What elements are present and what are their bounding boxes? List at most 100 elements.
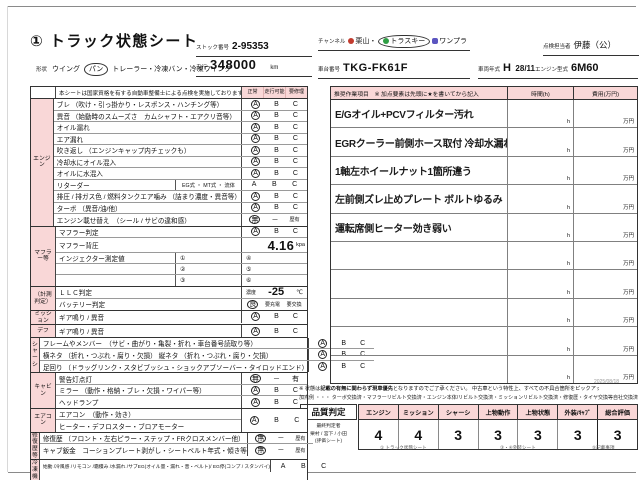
rating-cell: A B C xyxy=(270,460,336,472)
inspection-item-text: ミラー （動作・格納・ブレ・欠損・ワイパー等） xyxy=(59,388,206,396)
work-time-cell: h xyxy=(507,100,573,128)
inspection-note-text: 本シートは国家資格を有する自動車整備士による点検を実施しております xyxy=(59,90,241,97)
inspection-row: インジェクター測定値 ① ④ xyxy=(56,253,307,264)
channel-field: チャンネル 栗山・ トラスキー ワンプラ xyxy=(318,35,470,51)
work-row: 1軸左ホイールナット1箇所違う h 万円 xyxy=(331,156,637,186)
rating-option: C xyxy=(292,192,298,200)
inspection-section-body: ブレ （吹け・引っ掛かり・レスポンス・ハンチング等） A B C 異音 （始動時のスムー… xyxy=(53,99,307,226)
work-time-unit: h xyxy=(566,233,570,240)
work-item-text: 運転席側ヒーター効き弱い xyxy=(335,223,452,235)
quality-column-header: シャーシ xyxy=(437,405,478,419)
inspection-note: 本シートは国家資格を有する自動車整備士による点検を実施しております ※レ点でOK xyxy=(56,87,241,98)
rating-option: A xyxy=(318,350,328,360)
inspection-section-body: 始動 /冷風感 /リモコン /霜積み /水漏れ /サブEG(オイル量・漏れ・音・… xyxy=(40,460,336,480)
quality-judge-line: 栗村 / 宮下 / 小田 xyxy=(310,431,347,437)
quality-title: 品質判定 xyxy=(300,404,357,420)
inspection-item-text: 足回り （ドラッグリンク・スタビブッシュ・ショックアブソーバー・タイロッドエンド… xyxy=(42,364,309,372)
rating-cell-merged: A B C xyxy=(241,408,307,432)
channel-item: ワンプラ xyxy=(432,38,467,45)
work-cost-cell: 万円 xyxy=(573,270,637,298)
injector-cell-right: ⑥ xyxy=(241,275,307,286)
work-cost-unit: 万円 xyxy=(622,119,634,126)
inspection-item-text: ＬＬＣ判定 xyxy=(59,290,92,298)
work-time-cell: h xyxy=(507,156,573,185)
rating-cell: 濃度 -25 ℃ xyxy=(241,286,307,298)
work-cost-cell: 万円 xyxy=(573,327,637,355)
rating-option: A xyxy=(251,227,261,237)
work-time-unit: h xyxy=(566,318,570,325)
shape-options-rest: トレーラー・冷凍バン・冷凍ウイング xyxy=(112,66,232,73)
work-cost-cell: 万円 xyxy=(573,100,637,128)
inspection-section: デフ ギア鳴り / 異音 A B C xyxy=(31,325,307,338)
rating-option: B xyxy=(274,313,279,321)
rating-cell: 無 － 有 xyxy=(241,373,307,384)
rating-cell: 無 － 歴有 xyxy=(241,214,307,226)
rating-option: B xyxy=(274,169,279,177)
green-circle-icon xyxy=(383,38,390,45)
rating-option: A xyxy=(318,338,328,348)
inspection-row: 吹き返し （エンジンキャップ内チェックも） A B C xyxy=(53,145,307,157)
rating-option: － xyxy=(277,447,285,455)
work-item-text xyxy=(331,327,507,354)
inspection-row: 横ネタ （折れ・つぶれ・腐り・欠損） 縦ネタ （折れ・つぶれ・腐り・欠損） A B C xyxy=(39,349,375,361)
rating-option: B xyxy=(341,363,346,371)
inspection-section-body: 修復歴 （フロント・左右ピラー・ステップ・FRクロスメンバー他）無－歴有キャブ鈑… xyxy=(39,432,313,460)
inspection-row: 修復歴 （フロント・左右ピラー・ステップ・FRクロスメンバー他） 無 － 歴有 xyxy=(39,432,313,445)
rating-option: C xyxy=(292,386,298,394)
inspection-section-label: 冷凍機 xyxy=(31,460,40,480)
rating-option: A xyxy=(251,326,261,336)
mileage-value: 348000 xyxy=(210,57,257,72)
llc-concentration-label: 濃度 xyxy=(246,289,257,296)
rating-option: 要充電 xyxy=(264,301,280,308)
quality-judges: 最終判定者 栗村 / 宮下 / 小田 (評価シート) xyxy=(300,423,357,446)
rating-cell: A B C xyxy=(241,168,307,179)
model-year-value: 28/11 xyxy=(515,64,535,73)
rating-cell: A B C xyxy=(241,202,307,213)
inspection-row: ギア鳴り / 異音 A B C xyxy=(56,311,307,323)
chassis-number-field: 車台番号 TKG-FK61F xyxy=(318,58,470,79)
mileage-field: 走行 348000 km xyxy=(196,56,312,77)
work-cost-header: 費用(万円) xyxy=(573,87,637,99)
inspection-item-text: エアコン （動作・効き） xyxy=(59,412,135,420)
work-cost-cell: 万円 xyxy=(573,298,637,327)
rating-option: B xyxy=(274,192,279,200)
inspection-section: ミッション ギア鳴り / 異音 A B C xyxy=(31,311,307,326)
recommended-work-table: 推奨作業項目 ※ 加点要素は先頭に★を書いてから記入 時間(h) 費用(万円) … xyxy=(330,86,638,384)
rating-option: C xyxy=(292,112,298,120)
rating-option: C xyxy=(292,204,298,212)
inspector-value: 伊藤（公） xyxy=(573,40,617,50)
rating-cell: 4.16 kpa xyxy=(241,237,307,253)
quality-score-value: 4 xyxy=(374,426,383,443)
inspection-section-label: デフ xyxy=(31,325,56,337)
work-cost-unit: 万円 xyxy=(622,204,634,211)
rating-option: A xyxy=(249,415,259,425)
inspection-item-text: キャブ鈑金 コーションプレート剥がし・シートベルト年式・傾き等 xyxy=(42,448,247,456)
rating-option: C xyxy=(292,123,298,131)
inspection-item-text: 横ネタ （折れ・つぶれ・腐り・欠損） 縦ネタ （折れ・つぶれ・腐り・欠損） xyxy=(42,352,273,360)
page-edge-line xyxy=(7,6,8,472)
rating-cell: A B C xyxy=(308,349,374,360)
rating-cell: A B C xyxy=(241,145,307,156)
rating-option: 歴有 xyxy=(295,447,306,454)
rating-option: B xyxy=(274,228,279,236)
quality-column-header: エンジン xyxy=(366,409,391,417)
work-time-unit: h xyxy=(566,147,570,154)
rating-cell: A B C xyxy=(241,110,307,121)
inspection-row: ギア鳴り / 異音 A B C xyxy=(56,325,307,337)
inspection-item-text: ヒーター・デフロスター・ブロアモーター xyxy=(59,424,185,432)
inspection-row: オイルに水混入 A B C xyxy=(53,168,307,180)
rating-option: 歴有 xyxy=(295,435,306,442)
page-edge-line xyxy=(8,6,636,7)
rating-option: C xyxy=(360,339,366,347)
inspection-section-label: シャーシ xyxy=(31,337,40,373)
rating-option: A xyxy=(251,157,261,167)
inspection-item-text: オイル漏れ xyxy=(56,125,90,133)
injector-cell-left: ① xyxy=(175,253,241,263)
backpressure-value: 4.16 xyxy=(267,237,295,253)
inspection-section-body: フレームやメンバー （サビ・曲がり・亀裂・折れ・車台番号読取り等） A B C 横ネタ … xyxy=(39,337,375,373)
rating-option: 無 xyxy=(255,433,267,443)
inspection-section-body: マフラー判定 A B C マフラー背圧 4.16 kpa インジェクター測定値 ① ④ ② ⑤ ③ ⑥ xyxy=(56,226,307,286)
work-table-header: 推奨作業項目 ※ 加点要素は先頭に★を書いてから記入 時間(h) 費用(万円) xyxy=(331,87,637,100)
